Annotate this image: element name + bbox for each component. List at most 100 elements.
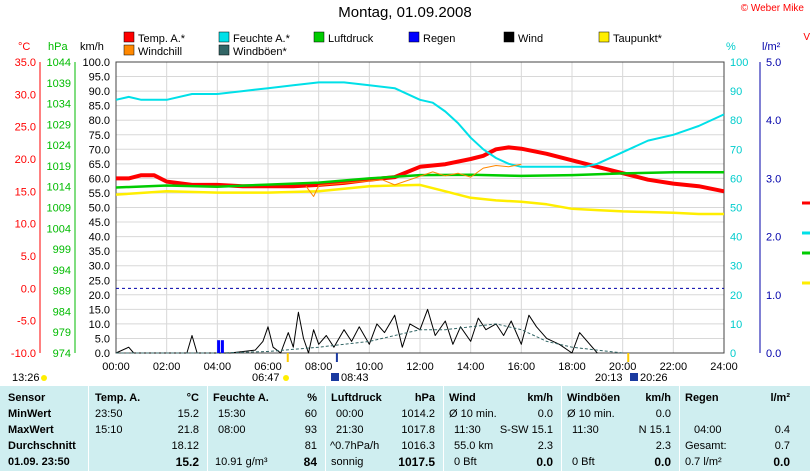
tick-hpa: 1044	[47, 57, 71, 69]
legend-label: Temp. A.*	[138, 33, 186, 45]
tick-celsius: 20.0	[15, 154, 36, 166]
plot-border	[115, 61, 725, 354]
tick-kmh: 0.0	[95, 348, 110, 360]
press-current: 1017.5	[398, 455, 435, 469]
legend-label: Luftdruck	[328, 33, 374, 45]
press-avg: 1016.3	[401, 440, 435, 452]
tick-kmh: 45.0	[89, 217, 110, 229]
chart-title: Montag, 01.09.2008	[338, 4, 472, 21]
copyright: © Weber Mike	[740, 3, 804, 14]
hdr-gust: Windböen	[567, 392, 621, 404]
tick-celsius: 10.0	[15, 219, 36, 231]
tick-kmh: 35.0	[89, 246, 110, 258]
tick-percent: 100	[730, 57, 748, 69]
hdr-wind-unit: km/h	[527, 392, 553, 404]
label-avg: Durchschnitt	[8, 440, 76, 452]
legend-label: Taupunkt*	[613, 33, 663, 45]
tick-lm2: 2.0	[766, 232, 781, 244]
hdr-temp-unit: °C	[186, 392, 199, 404]
tick-percent: 90	[730, 86, 742, 98]
wind-r3-value: 2.3	[537, 440, 553, 452]
legend-label: Regen	[423, 33, 455, 45]
hdr-rain-unit: l/m²	[770, 392, 790, 404]
label-min: MinWert	[8, 408, 52, 420]
tick-lm2: 4.0	[766, 115, 781, 127]
hdr-hum-unit: %	[307, 392, 317, 404]
tick-hpa: 984	[53, 306, 71, 318]
series-taupunkt	[115, 183, 724, 216]
legend-swatch	[598, 31, 610, 43]
rain-r3-label: Gesamt:	[685, 440, 727, 452]
tick-kmh: 25.0	[89, 275, 110, 287]
temp-min: 15.2	[177, 408, 199, 420]
tick-kmh: 90.0	[89, 86, 110, 98]
hdr-sensor: Sensor	[8, 392, 46, 404]
hdr-hum: Feuchte A.	[213, 392, 269, 404]
tick-percent: 70	[730, 144, 742, 156]
tick-x: 20:00	[609, 361, 637, 373]
rain-r4-value: 0.0	[773, 455, 790, 469]
tick-hpa: 999	[53, 244, 71, 256]
stats-table: Sensor MinWert MaxWert Durchschnitt 01.0…	[0, 386, 810, 471]
hdr-press: Luftdruck	[331, 392, 382, 404]
tick-lm2: 5.0	[766, 57, 781, 69]
tick-x: 02:00	[153, 361, 181, 373]
series-luftdruck	[115, 170, 724, 189]
tick-kmh: 100.0	[82, 57, 110, 69]
tick-hpa: 1019	[47, 161, 71, 173]
time-moon2: 20:26	[640, 372, 668, 384]
gust-r1-value: 0.0	[655, 408, 671, 420]
tick-celsius: 0.0	[21, 283, 36, 295]
moon-icon	[630, 373, 638, 381]
weather-chart: 100.095.090.085.080.075.070.065.060.055.…	[11, 31, 810, 384]
tick-kmh: 65.0	[89, 159, 110, 171]
press-max-time: 21:30	[336, 424, 364, 436]
tick-lm2: 1.0	[766, 290, 781, 302]
hum-abs: 10.91 g/m³	[215, 456, 268, 468]
tick-kmh: 75.0	[89, 130, 110, 142]
wind-r4-label: 0 Bft	[454, 456, 477, 468]
wind-r1-value: 0.0	[537, 408, 553, 420]
press-forecast: sonnig	[331, 456, 364, 468]
tick-percent: 60	[730, 173, 742, 185]
series-feuchte-a	[115, 81, 725, 168]
legend-swatch	[123, 44, 135, 56]
legend-label: Windböen*	[233, 46, 288, 58]
press-min-time: 00:00	[336, 408, 364, 420]
wind-r3-label: 55.0 km	[454, 440, 494, 452]
temp-avg: 18.12	[171, 440, 199, 452]
tick-celsius: 25.0	[15, 122, 36, 134]
tick-percent: 40	[730, 232, 742, 244]
tick-lm2: 3.0	[766, 173, 781, 185]
gust-r2-time: 11:30	[572, 424, 599, 436]
series-temp-a	[116, 145, 725, 194]
legend-label: Windchill	[138, 46, 182, 58]
tick-kmh: 55.0	[89, 188, 110, 200]
stats-col-temp: Temp. A. °C 23:50 15.2 15:10 21.8 18.12 …	[89, 386, 207, 471]
legend-swatch	[503, 31, 515, 43]
temp-current: 15.2	[175, 455, 199, 469]
tick-x: 10:00	[356, 361, 384, 373]
tick-celsius: -5.0	[17, 316, 36, 328]
tick-x: 08:00	[305, 361, 333, 373]
tick-hpa: 989	[53, 286, 71, 298]
rain-r4-label: 0.7 l/m²	[685, 456, 722, 468]
press-min: 1014.2	[401, 408, 435, 420]
gust-r2-dir: N 15.1	[638, 424, 671, 436]
stats-col-wind: Wind km/h Ø 10 min. 0.0 11:30 S-SW 15.1 …	[444, 386, 561, 471]
tick-x: 22:00	[660, 361, 688, 373]
series-wind	[115, 308, 598, 354]
tick-kmh: 85.0	[89, 101, 110, 113]
tick-percent: 10	[730, 319, 742, 331]
tick-kmh: 50.0	[89, 203, 110, 215]
tick-x: 18:00	[558, 361, 586, 373]
hdr-rain: Regen	[685, 392, 719, 404]
tick-hpa: 1014	[47, 182, 71, 194]
sun-icon	[41, 375, 47, 381]
unit-percent: %	[726, 41, 736, 53]
tick-percent: 50	[730, 203, 742, 215]
hum-max: 93	[304, 424, 317, 436]
wind-r4-value: 0.0	[536, 455, 553, 469]
tick-celsius: -10.0	[11, 348, 36, 360]
stats-col-pressure: Luftdruck hPa 00:00 1014.2 21:30 1017.8 …	[326, 386, 443, 471]
